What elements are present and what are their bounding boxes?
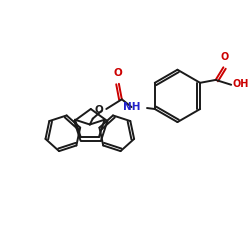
Text: OH: OH	[232, 79, 248, 89]
Text: O: O	[220, 52, 228, 62]
Text: O: O	[95, 105, 104, 115]
Text: NH: NH	[123, 102, 140, 112]
Text: O: O	[114, 68, 122, 78]
